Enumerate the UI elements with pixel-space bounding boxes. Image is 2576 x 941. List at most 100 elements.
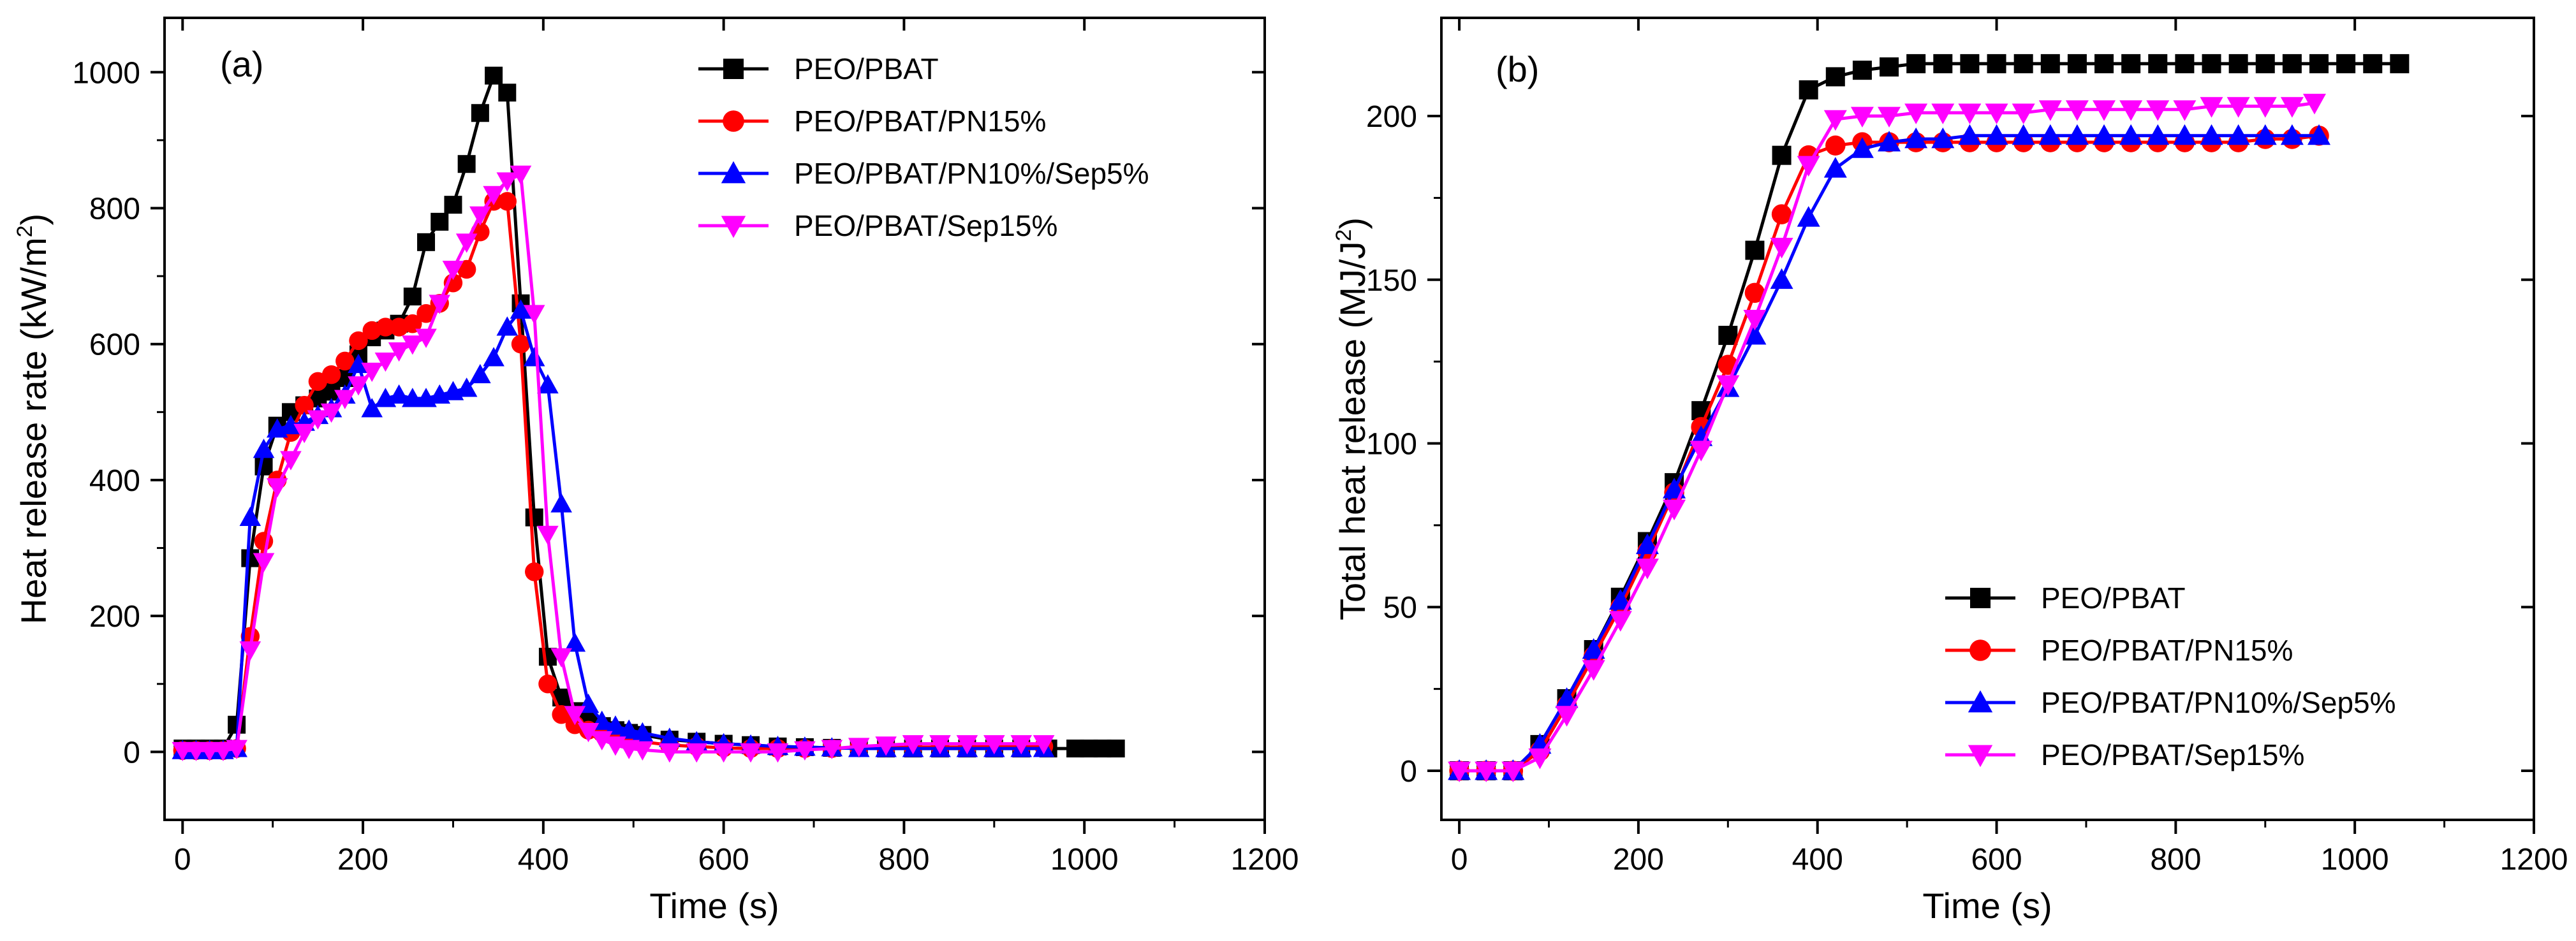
panel-b-series-2-point [1823,157,1847,178]
panel-a-plot-frame [163,17,1266,821]
panel-a-series-1-line [182,200,1044,752]
panel-b-total-heat-release: 0 200 400 600 800 1000 1200 0 50 100 150 200 (b) Ti… [1332,17,2568,926]
panel-a-x-tick-label: 200 [337,843,388,877]
panel-a-series-1-point [538,675,557,694]
panel-a-series-3-point [496,172,519,192]
panel-b-series [1448,54,2410,782]
panel-a-series-0-point [1107,740,1125,758]
panel-b-legend-marker-1 [1969,639,1991,661]
panel-a-series-3-point [402,335,423,355]
panel-a-series-3-point [929,735,951,755]
panel-b-series-3-point [2280,97,2304,118]
panel-b-series-2-point [2253,124,2277,145]
panel-a-series-3-point [550,648,572,667]
panel-b-series-3-point [1931,103,1955,124]
panel-b-ticks: 0 200 400 600 800 1000 1200 0 50 100 150 200 [1366,18,2568,877]
panel-b-series-3-point [1501,761,1525,782]
panel-a-x-tick-label: 1000 [1050,843,1119,877]
panel-b-y-axis-title-superscript: 2 [1332,230,1356,242]
panel-b-series-3-point [1716,375,1740,397]
panel-b-series-3-point [2119,100,2143,121]
panel-a-series-2-point [388,384,410,404]
panel-b-series-3-point [2226,97,2250,118]
panel-b-series-2-point [2280,124,2304,145]
panel-a-series-1-point [335,351,355,371]
panel-b-series-2-point [2226,124,2250,145]
panel-a-series-3-point [631,741,654,761]
panel-a-series-2-point [253,439,275,458]
panel-b-series-0-point [1960,54,1980,73]
panel-a-series-3-point [1033,735,1055,755]
panel-b-series-3-point [1850,106,1874,128]
panel-a-series-3-point [334,390,356,409]
panel-b-series-0-point [1987,54,2006,73]
panel-a-series-0-point [498,84,517,102]
panel-b-legend-label-0: PEO/PBAT [2041,581,2186,615]
panel-a-series-3-point [239,641,261,661]
panel-b-series-3-point [2173,100,2197,121]
panel-b-series-3-point [2065,100,2089,121]
panel-b-y-axis-title-main: Total heat release (MJ/J [1332,242,1373,620]
panel-a-series-1 [173,192,1054,760]
panel-a-y-tick-label: 1000 [72,56,140,90]
panel-a-series-2-point [361,398,383,418]
panel-a-series-2-point [523,347,545,367]
panel-b-series-3-point [1608,611,1632,632]
panel-a-series-3-point [686,743,708,763]
panel-b-series-2-point [2146,124,2170,145]
panel-a-series-3-point [185,741,207,762]
panel-b-series-0-point [2282,54,2302,73]
panel-b-series-3-point [2200,97,2223,118]
panel-b-series-2-point [2307,124,2331,145]
panel-b-series-0-point [2255,54,2275,73]
panel-a-series-3-point [712,743,735,763]
panel-a-y-tick-label: 600 [89,328,140,362]
panel-b-series-2-point [1608,588,1632,610]
panel-b-series-0-point [2175,54,2195,73]
panel-a-series-3-point [320,403,342,423]
panel-a-series-3-point [307,410,329,430]
panel-b-legend: PEO/PBAT PEO/PBAT/PN15% PEO/PBAT/PN10%/Sep… [1945,581,2396,771]
panel-a-legend-marker-2 [721,161,746,184]
panel-a-series-3-point [469,206,491,226]
panel-a-series-3-point [172,741,194,762]
panel-b-series-3-point [1582,660,1605,681]
panel-a-x-tick-label: 400 [518,843,569,877]
panel-b-series-2-point [2012,124,2035,145]
panel-b-series-1 [1449,126,2329,781]
panel-a-series-1-point [552,705,571,724]
panel-a-series-2-point [631,722,654,741]
panel-b-y-tick-label: 200 [1366,100,1417,134]
panel-b-series-0-point [2309,54,2329,73]
panel-b-series-3-point [1528,748,1552,770]
panel-b-series-0-point [1906,54,1926,73]
panel-a-series-3-point [280,451,302,470]
panel-a-series-3-point [266,478,288,498]
panel-b-series-2-point [1850,137,1874,158]
panel-b-series-3-point [1823,110,1847,131]
panel-a-series-2-point [455,377,478,397]
panel-a-series-2-point [550,493,572,513]
panel-b-series-2-point [2200,124,2223,145]
panel-a-series-1-point [240,627,260,646]
panel-b-legend-marker-2 [1968,690,1993,713]
panel-a-series-2-point [659,727,681,747]
panel-a-series-3-point [510,165,532,186]
panel-a-series-1-point [525,562,544,581]
panel-a-series-0-point [471,104,489,122]
panel-b-series-2 [1448,124,2331,780]
panel-a-series-1-point [376,317,395,337]
panel-a-legend-label-0: PEO/PBAT [794,52,939,85]
panel-a-series-3-point [591,731,613,750]
panel-b-series-0-point [2094,54,2114,73]
panel-a-series-3-point [374,352,397,372]
panel-a-series-1-point [416,304,436,323]
panel-b-series-0-point [2067,54,2087,73]
panel-b-x-tick-label: 0 [1451,843,1468,877]
panel-b-y-axis-title: Total heat release (MJ/J2) [1332,217,1373,620]
panel-b-series-2-point [2173,124,2197,145]
panel-a-series-3-point [794,741,816,761]
panel-a-y-tick-label: 200 [89,600,140,634]
panel-a-series-2-point [239,506,261,527]
panel-b-y-tick-label: 0 [1400,755,1417,789]
